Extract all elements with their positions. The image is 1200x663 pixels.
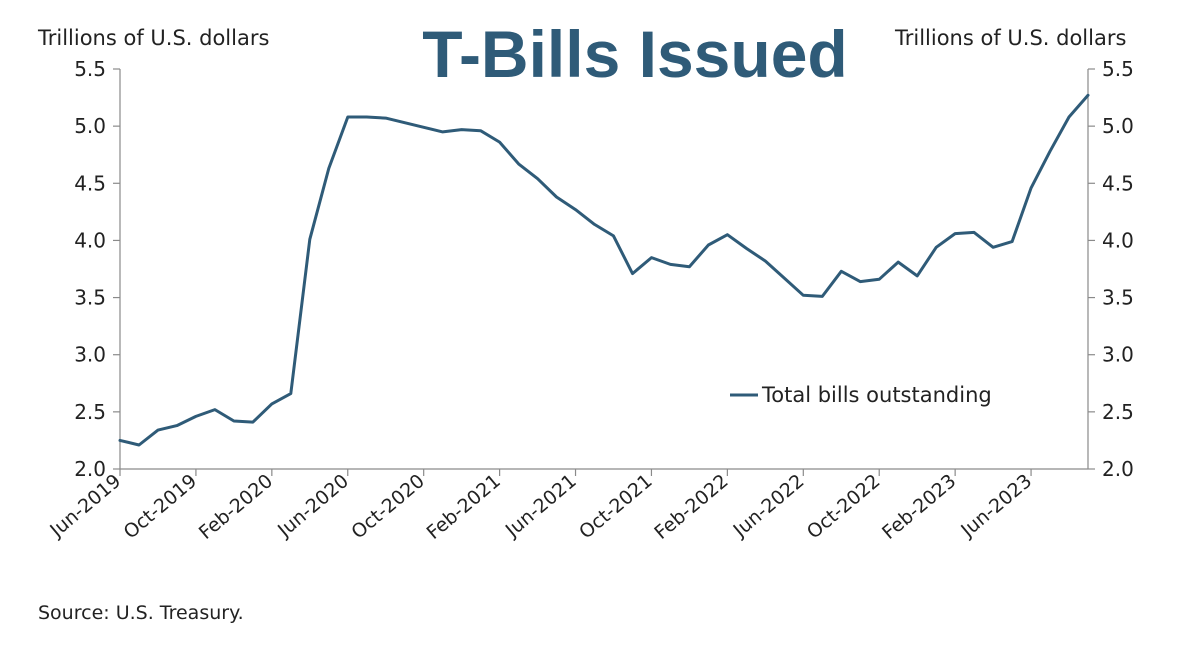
y-tick-label-left: 4.5 [74,171,106,195]
series-line-total-bills-outstanding [118,93,1090,447]
x-tick-label: Feb-2023 [878,470,960,544]
x-tick-label: Oct-2022 [803,470,885,543]
x-tick-label: Feb-2021 [423,470,505,544]
y-tick-label-right: 2.5 [1102,400,1134,424]
chart-title: T-Bills Issued [422,17,848,91]
right-axis-unit-label: Trillions of U.S. dollars [895,26,1127,50]
y-tick-label-left: 5.0 [74,114,106,138]
y-tick-label-left: 2.5 [74,400,106,424]
left-y-axis: 2.0 2.5 3.0 3.5 4.0 4.5 5.0 5.5 [74,57,120,481]
legend: Total bills outstanding [730,383,992,407]
right-y-axis: 2.0 2.5 3.0 3.5 4.0 4.5 5.0 5.5 [1088,57,1134,481]
y-tick-label-right: 3.0 [1102,343,1134,367]
y-tick-label-right: 2.0 [1102,457,1134,481]
left-axis-unit-label: Trillions of U.S. dollars [38,26,270,50]
y-tick-label-left: 4.0 [74,228,106,252]
x-tick-label: Feb-2022 [650,470,732,544]
source-note: Source: U.S. Treasury. [38,602,244,624]
x-tick-label: Oct-2019 [120,470,202,543]
y-tick-label-right: 5.5 [1102,57,1134,81]
y-tick-label-left: 3.5 [74,286,106,310]
y-tick-label-left: 2.0 [74,457,106,481]
y-tick-label-right: 4.0 [1102,228,1134,252]
x-tick-label: Jun-2021 [501,470,581,542]
y-tick-label-right: 4.5 [1102,171,1134,195]
x-tick-label: Oct-2021 [575,470,657,543]
x-tick-label: Jun-2022 [729,470,809,542]
y-tick-label-right: 5.0 [1102,114,1134,138]
x-axis: Jun-2019Oct-2019Feb-2020Jun-2020Oct-2020… [45,469,1036,544]
y-tick-label-right: 3.5 [1102,286,1134,310]
y-tick-label-left: 3.0 [74,343,106,367]
series-layer [118,93,1090,447]
x-tick-label: Jun-2020 [273,470,353,542]
chart-axes [119,69,1089,470]
legend-label: Total bills outstanding [761,383,992,407]
x-tick-label: Oct-2020 [347,470,429,543]
y-tick-label-left: 5.5 [74,57,106,81]
x-tick-label: Jun-2023 [956,470,1036,542]
x-tick-label: Feb-2020 [195,470,277,544]
